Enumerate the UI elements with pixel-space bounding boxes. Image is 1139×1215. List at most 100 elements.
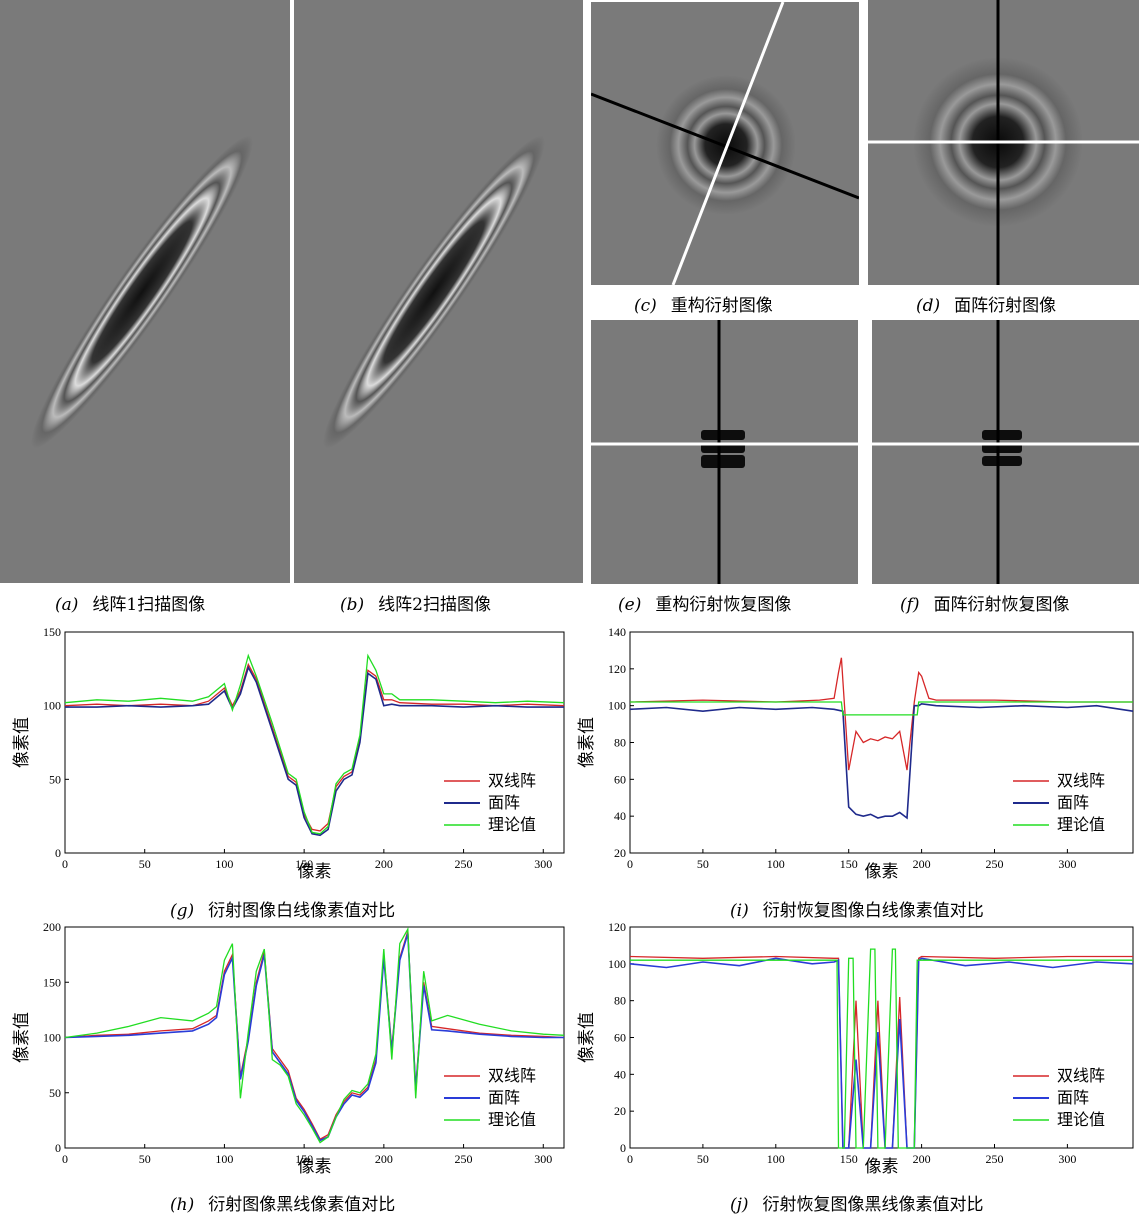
caption-h: (h) 衍射图像黑线像素值对比 xyxy=(170,1190,395,1215)
chart-h-x-tick-label: 100 xyxy=(215,1152,233,1166)
diffraction-ellipse-b xyxy=(322,135,546,449)
chart-i-legend-label-2: 理论值 xyxy=(1057,816,1105,834)
chart-i-series-line-2 xyxy=(630,701,1133,716)
chart-i-x-tick-label: 200 xyxy=(913,857,931,871)
chart-j-y-tick-label: 0 xyxy=(620,1141,626,1155)
chart-i-plot-frame xyxy=(629,631,1134,854)
chart-i-y-axis-label: 像素值 xyxy=(577,717,596,768)
chart-h-x-axis-label: 像素 xyxy=(298,1157,332,1176)
caption-g-label: (g) xyxy=(170,901,195,921)
chart-i-white-line-restored: 0 50 100 150 200 250 300 20 40 60 80 100 120 140 像素 像素值… xyxy=(577,625,1134,881)
chart-h-plot-frame xyxy=(64,926,565,1149)
chart-g-legend-label-1: 面阵 xyxy=(488,794,520,812)
panel-e-reconstructed-restored xyxy=(591,320,858,584)
chart-j-x-tick-label: 200 xyxy=(913,1152,931,1166)
chart-i-y-tick-label: 20 xyxy=(614,846,626,860)
chart-h-y-tick-label: 100 xyxy=(43,1031,61,1045)
caption-e: (e) 重构衍射恢复图像 xyxy=(618,590,791,615)
panel-a-linear-array-1-scan xyxy=(0,0,290,583)
chart-i-y-tick-label: 100 xyxy=(608,699,626,713)
chart-i-y-tick-label: 140 xyxy=(608,625,626,639)
chart-j-series-line-2 xyxy=(630,948,1133,1149)
panel-c-reconstructed-diffraction xyxy=(591,2,859,285)
chart-g-y-tick-label: 50 xyxy=(49,772,61,786)
caption-j-label: (j) xyxy=(730,1195,749,1215)
chart-h-y-tick-label: 150 xyxy=(43,975,61,989)
chart-g-y-axis-label: 像素值 xyxy=(12,717,31,768)
chart-g-x-axis-label: 像素 xyxy=(298,862,332,881)
caption-b-label: (b) xyxy=(340,595,365,615)
chart-j-legend-label-0: 双线阵 xyxy=(1057,1067,1105,1085)
chart-g-x-tick-label: 250 xyxy=(455,857,473,871)
restored-bars-e xyxy=(591,320,858,584)
caption-i-text: 衍射恢复图像白线像素值对比 xyxy=(762,901,984,921)
caption-d-label: (d) xyxy=(916,296,941,316)
chart-j-y-tick-label: 80 xyxy=(614,994,626,1008)
chart-h-y-tick-label: 50 xyxy=(49,1086,61,1100)
chart-j-x-tick-label: 50 xyxy=(697,1152,709,1166)
chart-i-legend-label-1: 面阵 xyxy=(1057,794,1089,812)
chart-j-y-tick-label: 100 xyxy=(608,957,626,971)
chart-g-y-tick-label: 100 xyxy=(43,699,61,713)
chart-g-x-tick-label: 0 xyxy=(62,857,68,871)
chart-g-x-tick-label: 100 xyxy=(215,857,233,871)
chart-h-x-tick-label: 300 xyxy=(534,1152,552,1166)
chart-g-x-tick-label: 150 xyxy=(295,857,313,871)
chart-g-plot-frame xyxy=(64,631,565,854)
chart-j-series-line-1 xyxy=(629,957,1134,1149)
chart-i-x-tick-label: 150 xyxy=(840,857,858,871)
caption-b: (b) 线阵2扫描图像 xyxy=(340,590,491,615)
chart-j-y-tick-label: 20 xyxy=(614,1104,626,1118)
chart-j-x-tick-label: 150 xyxy=(840,1152,858,1166)
chart-i-y-tick-label: 120 xyxy=(608,662,626,676)
chart-h-black-line-diffraction: 0 50 100 150 200 250 300 0 50 100 150 200 像素 像素值双线阵面阵… xyxy=(12,920,565,1176)
chart-i-series-line-1 xyxy=(629,702,1134,820)
chart-h-y-axis-label: 像素值 xyxy=(12,1012,31,1063)
caption-a-label: (a) xyxy=(55,595,79,615)
caption-a-text: 线阵1扫描图像 xyxy=(92,595,206,615)
chart-g-x-tick-label: 200 xyxy=(375,857,393,871)
chart-j-y-tick-label: 120 xyxy=(608,920,626,934)
chart-h-y-tick-label: 200 xyxy=(43,920,61,934)
caption-i-label: (i) xyxy=(730,901,749,921)
caption-c: (c) 重构衍射图像 xyxy=(634,291,773,316)
chart-g-series-line-2 xyxy=(64,653,565,835)
chart-h-x-tick-label: 50 xyxy=(139,1152,151,1166)
white-divider xyxy=(290,0,294,583)
chart-h-x-tick-label: 250 xyxy=(455,1152,473,1166)
chart-h-series-line-2 xyxy=(64,926,565,1144)
chart-j-legend-label-1: 面阵 xyxy=(1057,1089,1089,1107)
caption-d: (d) 面阵衍射图像 xyxy=(916,291,1056,316)
caption-b-text: 线阵2扫描图像 xyxy=(378,595,491,615)
chart-i-x-tick-label: 100 xyxy=(767,857,785,871)
chart-h-x-tick-label: 0 xyxy=(62,1152,68,1166)
caption-a: (a) 线阵1扫描图像 xyxy=(55,590,205,615)
caption-j: (j) 衍射恢复图像黑线像素值对比 xyxy=(730,1190,984,1215)
diffraction-ellipse-a xyxy=(30,135,254,449)
caption-e-text: 重构衍射恢复图像 xyxy=(655,595,792,615)
chart-i-series-line-0 xyxy=(629,657,1133,771)
diffraction-rings-c xyxy=(591,2,859,285)
chart-g-series-line-0 xyxy=(64,662,565,832)
chart-j-legend-label-2: 理论值 xyxy=(1057,1111,1105,1129)
caption-h-label: (h) xyxy=(170,1195,195,1215)
caption-g-text: 衍射图像白线像素值对比 xyxy=(208,901,396,921)
chart-h-x-tick-label: 200 xyxy=(375,1152,393,1166)
chart-j-x-tick-label: 250 xyxy=(985,1152,1003,1166)
chart-j-x-axis-label: 像素 xyxy=(865,1157,899,1176)
caption-d-text: 面阵衍射图像 xyxy=(954,296,1057,316)
chart-g-y-tick-label: 0 xyxy=(55,846,61,860)
panel-b-linear-array-2-scan xyxy=(294,0,583,583)
chart-j-x-tick-label: 100 xyxy=(767,1152,785,1166)
chart-h-legend-label-0: 双线阵 xyxy=(488,1067,536,1085)
chart-j-y-tick-label: 40 xyxy=(614,1067,626,1081)
chart-j-y-tick-label: 60 xyxy=(614,1031,626,1045)
chart-g-legend-label-2: 理论值 xyxy=(488,816,536,834)
chart-i-y-tick-label: 40 xyxy=(614,809,626,823)
caption-e-label: (e) xyxy=(618,595,642,615)
chart-g-x-tick-label: 50 xyxy=(139,857,151,871)
caption-c-label: (c) xyxy=(634,296,657,316)
chart-h-legend-label-2: 理论值 xyxy=(488,1111,536,1129)
caption-c-text: 重构衍射图像 xyxy=(670,296,773,316)
